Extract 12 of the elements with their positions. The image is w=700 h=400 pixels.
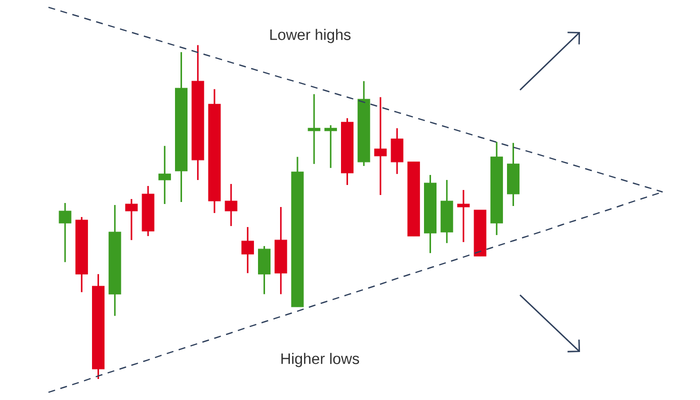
candlestick [324,124,337,169]
candlestick [58,202,72,263]
candlestick [374,96,387,196]
candlestick [241,226,254,274]
candlestick [125,198,138,241]
text: Lower highs [270,28,351,44]
candlestick [308,93,320,165]
annotation: Higher lows [281,352,360,368]
candlestick [158,145,171,205]
candlestick [457,189,470,243]
candlestick [224,183,238,227]
candlestick [390,127,404,175]
